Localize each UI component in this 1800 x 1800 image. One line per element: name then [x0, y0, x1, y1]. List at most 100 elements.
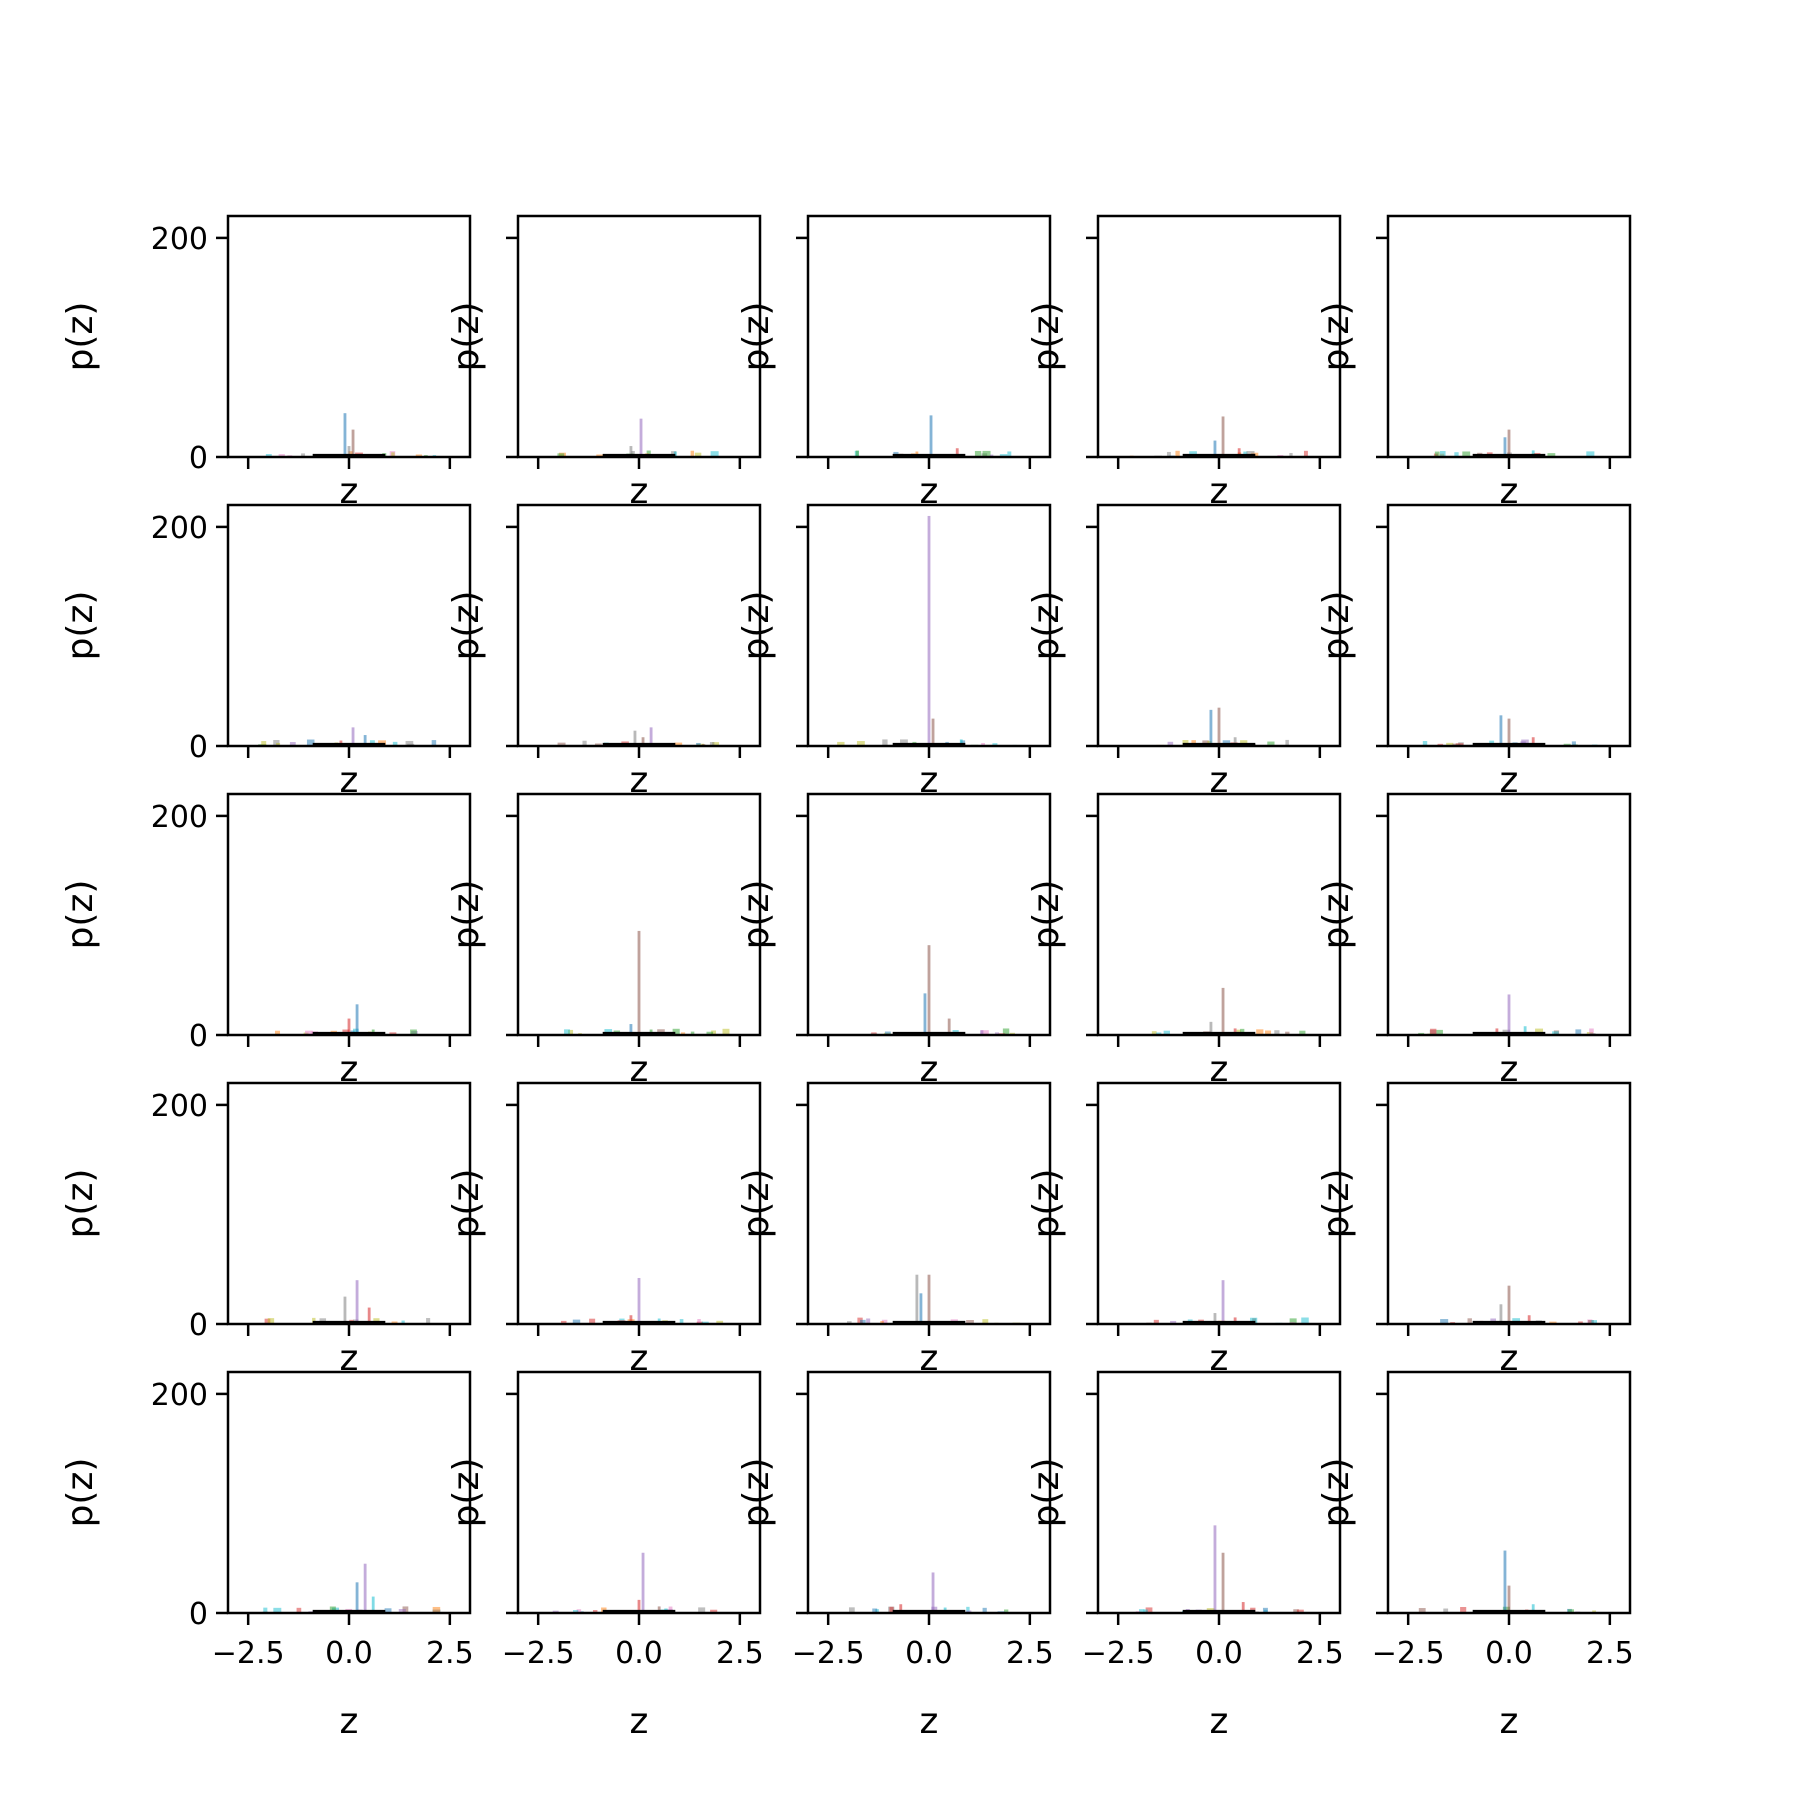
hist-bar	[415, 454, 423, 457]
x-tick-label: 2.5	[426, 1636, 474, 1671]
hist-bar	[401, 1320, 405, 1324]
hist-bar	[1166, 451, 1171, 457]
x-axis-label: z	[1210, 1701, 1229, 1742]
hist-bar	[698, 1607, 706, 1613]
subplot-r5-c3: −2.5 0.0 2.5 z p(z)	[736, 1370, 1054, 1742]
hist-bar	[639, 418, 643, 457]
x-axis-label: z	[1210, 760, 1229, 801]
hist-bar	[592, 1610, 598, 1613]
hist-bar	[1430, 1028, 1437, 1035]
hist-bar	[343, 1296, 347, 1324]
hist-bar	[1507, 718, 1511, 746]
hist-bar	[1436, 1029, 1443, 1035]
hist-bar	[355, 1582, 359, 1613]
axes-frame	[226, 792, 472, 1037]
hist-bar	[1221, 416, 1225, 457]
hist-bar	[1586, 451, 1595, 457]
y-axis-label: p(z)	[1316, 1458, 1357, 1528]
hist-bar	[1170, 1320, 1177, 1324]
x-axis-label: z	[630, 1338, 649, 1379]
subplot-r2-c5: z p(z)	[1316, 503, 1632, 801]
hist-bar	[426, 1318, 431, 1324]
hist-bar	[1588, 1320, 1594, 1324]
hist-bar	[568, 1029, 574, 1035]
hist-bar	[1289, 1318, 1297, 1324]
x-axis-label: z	[340, 1338, 359, 1379]
hist-bar	[384, 1608, 392, 1613]
x-tick-label: 0.0	[1195, 1636, 1243, 1671]
hist-bar	[999, 454, 1008, 457]
hist-bar	[959, 739, 963, 746]
subplot-r5-c4: −2.5 0.0 2.5 z p(z)	[1026, 1370, 1344, 1742]
x-axis-label: z	[920, 1701, 939, 1742]
hist-bar	[1221, 987, 1225, 1035]
axes-frame	[226, 214, 472, 459]
hist-bar	[881, 1319, 888, 1324]
hist-bar	[1303, 450, 1308, 457]
hist-bar	[371, 1596, 375, 1613]
x-axis-label: z	[1500, 760, 1519, 801]
hist-bar	[919, 1293, 923, 1324]
y-tick-label: 200	[151, 1089, 208, 1124]
hist-bar	[980, 1030, 984, 1035]
hist-bar	[931, 718, 935, 746]
hist-bar	[1296, 1609, 1304, 1613]
subplot-r5-c5: −2.5 0.0 2.5 z p(z)	[1316, 1370, 1634, 1742]
hist-bar	[594, 743, 602, 746]
hist-bar	[857, 1317, 863, 1324]
y-axis-label: p(z)	[1316, 880, 1357, 950]
axes-frame	[516, 214, 762, 459]
hist-bar	[267, 1318, 275, 1324]
hist-bar	[343, 413, 347, 457]
hist-bar	[1422, 741, 1428, 746]
y-axis-label: p(z)	[736, 880, 777, 950]
hist-bar	[1507, 994, 1511, 1035]
hist-bar	[273, 1607, 282, 1613]
hist-bar	[1145, 1607, 1153, 1613]
subplot-r4-c3: z p(z)	[736, 1081, 1052, 1379]
subplot-r2-c1: 0 200 z p(z)	[60, 503, 472, 801]
y-axis-label: p(z)	[446, 880, 487, 950]
hist-bar	[392, 741, 398, 746]
subplot-r2-c3: z p(z)	[736, 503, 1052, 801]
hist-bar	[576, 1609, 582, 1613]
hist-bar	[1265, 1030, 1272, 1035]
y-axis-label: p(z)	[1026, 302, 1067, 372]
subplot-r1-c5: z p(z)	[1316, 214, 1632, 512]
y-axis-label: p(z)	[1026, 591, 1067, 661]
y-axis-label: p(z)	[1316, 302, 1357, 372]
hist-bar	[931, 1572, 935, 1613]
hist-bar	[668, 1606, 673, 1613]
hist-bar	[276, 742, 281, 746]
hist-bar	[367, 1307, 371, 1324]
x-tick-label: −2.5	[212, 1636, 285, 1671]
axes-frame	[1096, 792, 1342, 1037]
y-tick-label: 200	[151, 222, 208, 257]
hist-bar	[1209, 709, 1213, 746]
hist-bar	[1233, 1317, 1237, 1324]
axes-frame	[1096, 1081, 1342, 1326]
hist-bar	[564, 1029, 570, 1035]
hist-bar	[882, 739, 888, 746]
subplot-r3-c2: z p(z)	[446, 792, 762, 1090]
hist-bar	[1293, 1609, 1299, 1613]
hist-bar	[1547, 453, 1556, 457]
x-axis-label: z	[1210, 471, 1229, 512]
hist-bar	[329, 1606, 336, 1613]
y-axis-label: p(z)	[736, 591, 777, 661]
hist-bar	[649, 727, 653, 746]
hist-bar	[641, 737, 645, 746]
x-tick-label: 0.0	[905, 1636, 953, 1671]
hist-bar	[1591, 1320, 1597, 1324]
hist-bar	[1233, 1028, 1237, 1035]
hist-bar	[710, 1609, 718, 1613]
x-axis-label: z	[630, 471, 649, 512]
y-tick-label: 200	[151, 800, 208, 835]
hist-bar	[710, 451, 719, 457]
x-axis-label: z	[1210, 1049, 1229, 1090]
hist-bar	[1507, 429, 1511, 457]
hist-bar	[866, 1318, 871, 1324]
subplot-r1-c4: z p(z)	[1026, 214, 1342, 512]
hist-bar	[994, 1032, 1000, 1035]
hist-bar	[1531, 1604, 1535, 1613]
